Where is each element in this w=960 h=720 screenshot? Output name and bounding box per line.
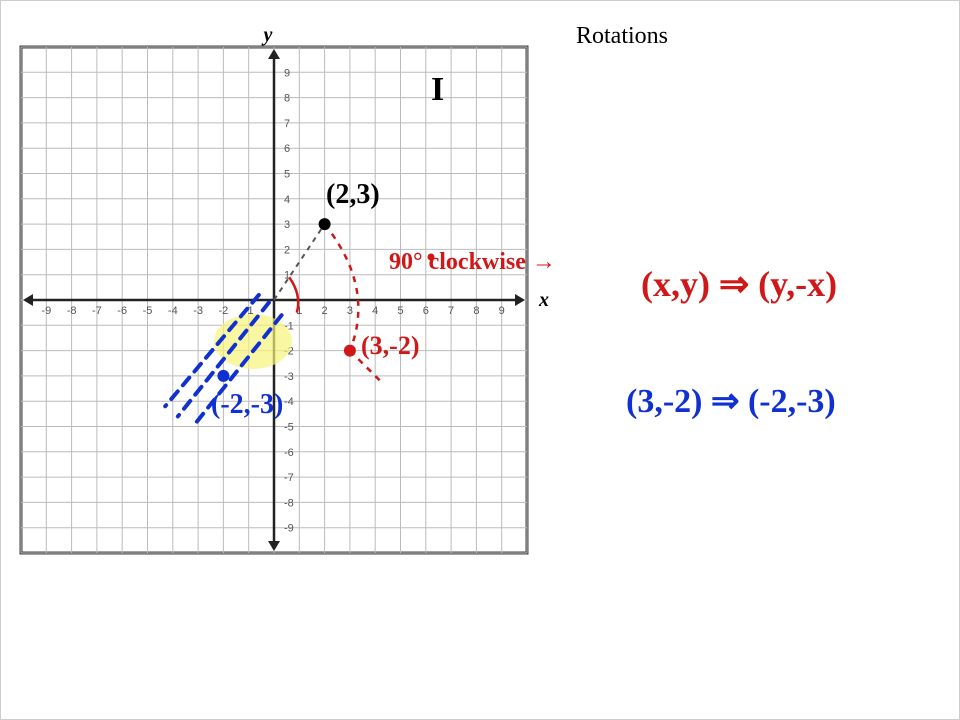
point-b-label: (3,-2)	[361, 331, 419, 361]
quadrant-one-label: I	[431, 71, 444, 109]
rotation-example-blue: (3,-2) ⇒ (-2,-3)	[626, 381, 836, 421]
point-a-label: (2,3)	[326, 179, 380, 211]
plot-overlay	[1, 1, 960, 720]
rotation-rule-text: 90° clockwise →	[389, 249, 556, 276]
rotation-rule-formula: (x,y) ⇒ (y,-x)	[641, 263, 837, 305]
point-c-label: (-2,-3)	[211, 389, 283, 421]
